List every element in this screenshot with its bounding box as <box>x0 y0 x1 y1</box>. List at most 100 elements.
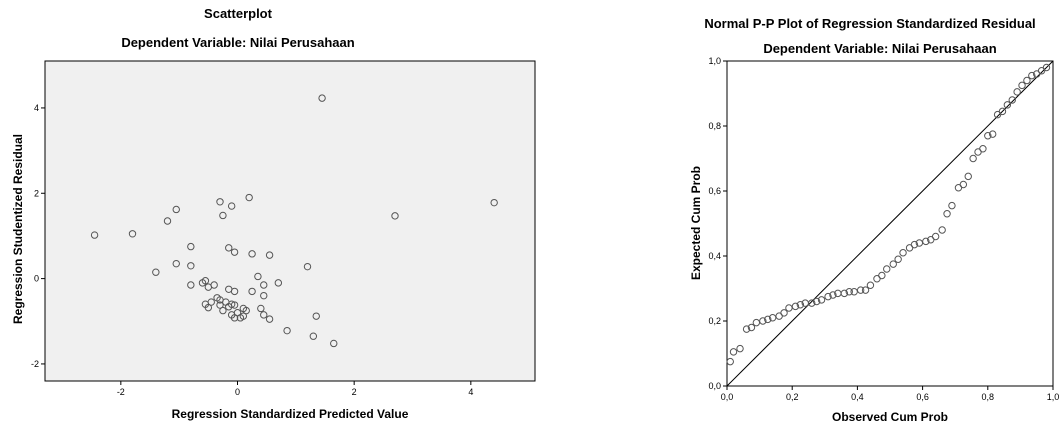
plot1-data-point <box>309 332 318 340</box>
scatterplot-chart: Scatterplot Dependent Variable: Nilai Pe… <box>11 6 536 421</box>
plot2-data-point <box>840 289 849 298</box>
plot1-data-point <box>248 250 256 258</box>
plot1-data-point <box>265 315 274 323</box>
plot1-data-point <box>230 248 239 256</box>
plot1-data-point <box>152 268 160 276</box>
pp-plot-chart: Normal P-P Plot of Regression Standardiz… <box>689 16 1059 424</box>
plot1-data-point <box>490 198 498 207</box>
plot2-data-point <box>948 201 956 210</box>
plot1-data-point <box>330 339 338 348</box>
plot1-data-point <box>312 312 320 320</box>
plot2-data-point <box>1013 88 1021 96</box>
plot1-data-point <box>216 198 224 206</box>
plot1-y-tick-label: -2 <box>31 359 39 369</box>
plot2-data-point <box>729 348 738 356</box>
plot2-data-point <box>910 240 919 249</box>
plot2-data-point <box>984 132 992 140</box>
plot1-data-point <box>265 251 274 259</box>
scatterplot-subtitle: Dependent Variable: Nilai Perusahaan <box>121 35 354 50</box>
plot1-data-point <box>318 94 326 102</box>
pp-plot-subtitle: Dependent Variable: Nilai Perusahaan <box>763 41 996 56</box>
plot1-data-point <box>187 281 195 289</box>
pp-plot-ticks: 0,0 0,2 0,4 0,6 0,8 1,0 0,0 0,2 0,4 0,6 0,8 1,0 <box>708 56 1059 402</box>
plot1-data-point <box>219 211 227 220</box>
plot1-x-tick-label: -2 <box>117 387 125 397</box>
plot1-data-point <box>245 193 253 202</box>
plot2-data-point <box>931 232 940 241</box>
plot2-y-tick-label: 0,8 <box>708 121 721 131</box>
plot2-data-point <box>979 145 987 153</box>
plot1-data-point <box>254 272 262 281</box>
plot2-data-point <box>736 344 744 353</box>
pp-plot-reference-line <box>726 60 1054 387</box>
plot2-data-point <box>959 180 968 189</box>
plot2-data-point <box>964 172 972 181</box>
plot1-data-point <box>236 314 245 322</box>
plot1-y-tick-label: 0 <box>34 274 39 284</box>
plot2-data-point <box>1003 101 1012 109</box>
plot1-data-point <box>260 281 268 289</box>
plot2-data-point <box>969 154 977 163</box>
plot2-x-tick-label: 1,0 <box>1047 392 1060 402</box>
scatterplot-points <box>90 94 498 348</box>
plot2-data-point <box>938 226 946 234</box>
plot2-data-point <box>1018 81 1026 90</box>
scatterplot-x-axis-label: Regression Standardized Predicted Value <box>172 407 409 421</box>
plot2-data-point <box>812 297 821 306</box>
plot2-x-tick-label: 0,8 <box>982 392 995 402</box>
pp-plot-y-axis-label: Expected Cum Prob <box>689 166 703 280</box>
plot2-data-point <box>791 302 800 311</box>
plot2-data-point <box>764 315 772 324</box>
pp-plot-x-axis-label: Observed Cum Prob <box>832 410 948 424</box>
plot2-y-tick-label: 0,0 <box>708 381 721 391</box>
plot1-data-point <box>242 306 250 315</box>
plot1-x-tick-label: 2 <box>352 387 357 397</box>
plot1-data-point <box>248 287 256 296</box>
plot1-data-point <box>204 303 213 312</box>
plot1-data-point <box>230 287 239 296</box>
plot2-data-point <box>998 107 1007 116</box>
plot2-x-tick-label: 0,0 <box>721 392 734 402</box>
plot2-data-point <box>894 255 902 263</box>
plot2-data-point <box>1023 76 1031 85</box>
pp-plot-title: Normal P-P Plot of Regression Standardiz… <box>704 16 1035 31</box>
plot2-data-point <box>883 265 891 273</box>
plot2-data-point <box>817 296 826 304</box>
plot1-data-point <box>187 242 195 251</box>
plot2-data-point <box>742 325 751 333</box>
plot2-data-point <box>726 357 734 366</box>
plot1-data-point <box>283 326 291 335</box>
plot1-y-tick-label: 4 <box>34 103 39 113</box>
plot1-data-point <box>172 205 180 214</box>
plot2-data-point <box>1042 63 1051 72</box>
plot2-x-tick-label: 0,2 <box>786 392 799 402</box>
scatterplot-plot-area <box>44 60 536 382</box>
plot2-data-point <box>866 281 875 289</box>
plot2-data-point <box>829 291 837 299</box>
scatterplot-y-axis-label: Regression Studentized Residual <box>11 134 25 324</box>
plot1-data-point <box>303 262 312 271</box>
scatterplot-title: Scatterplot <box>204 6 273 21</box>
plot1-data-point <box>90 231 99 239</box>
plot1-data-point <box>216 301 224 309</box>
plot2-data-point <box>889 260 897 268</box>
plot1-x-tick-label: 0 <box>235 387 240 397</box>
plot2-y-tick-label: 0,4 <box>708 251 721 261</box>
plot1-data-point <box>128 230 137 238</box>
plot2-data-point <box>796 301 805 309</box>
plot2-y-tick-label: 1,0 <box>708 56 721 66</box>
scatterplot-ticks: -2 0 2 4 -2 0 2 4 <box>31 103 473 397</box>
plot1-x-tick-label: 4 <box>468 387 473 397</box>
plot2-x-tick-label: 0,4 <box>851 392 864 402</box>
plot1-data-point <box>227 202 236 210</box>
plot2-data-point <box>747 323 756 332</box>
plot2-data-point <box>1028 71 1036 80</box>
plot1-data-point <box>260 311 268 319</box>
plot2-data-point <box>988 130 997 138</box>
plot1-data-point <box>204 283 213 291</box>
plot2-data-point <box>1008 96 1016 104</box>
plot1-data-point <box>274 279 283 287</box>
plot1-data-point <box>187 262 195 270</box>
plot1-data-point <box>172 259 180 268</box>
